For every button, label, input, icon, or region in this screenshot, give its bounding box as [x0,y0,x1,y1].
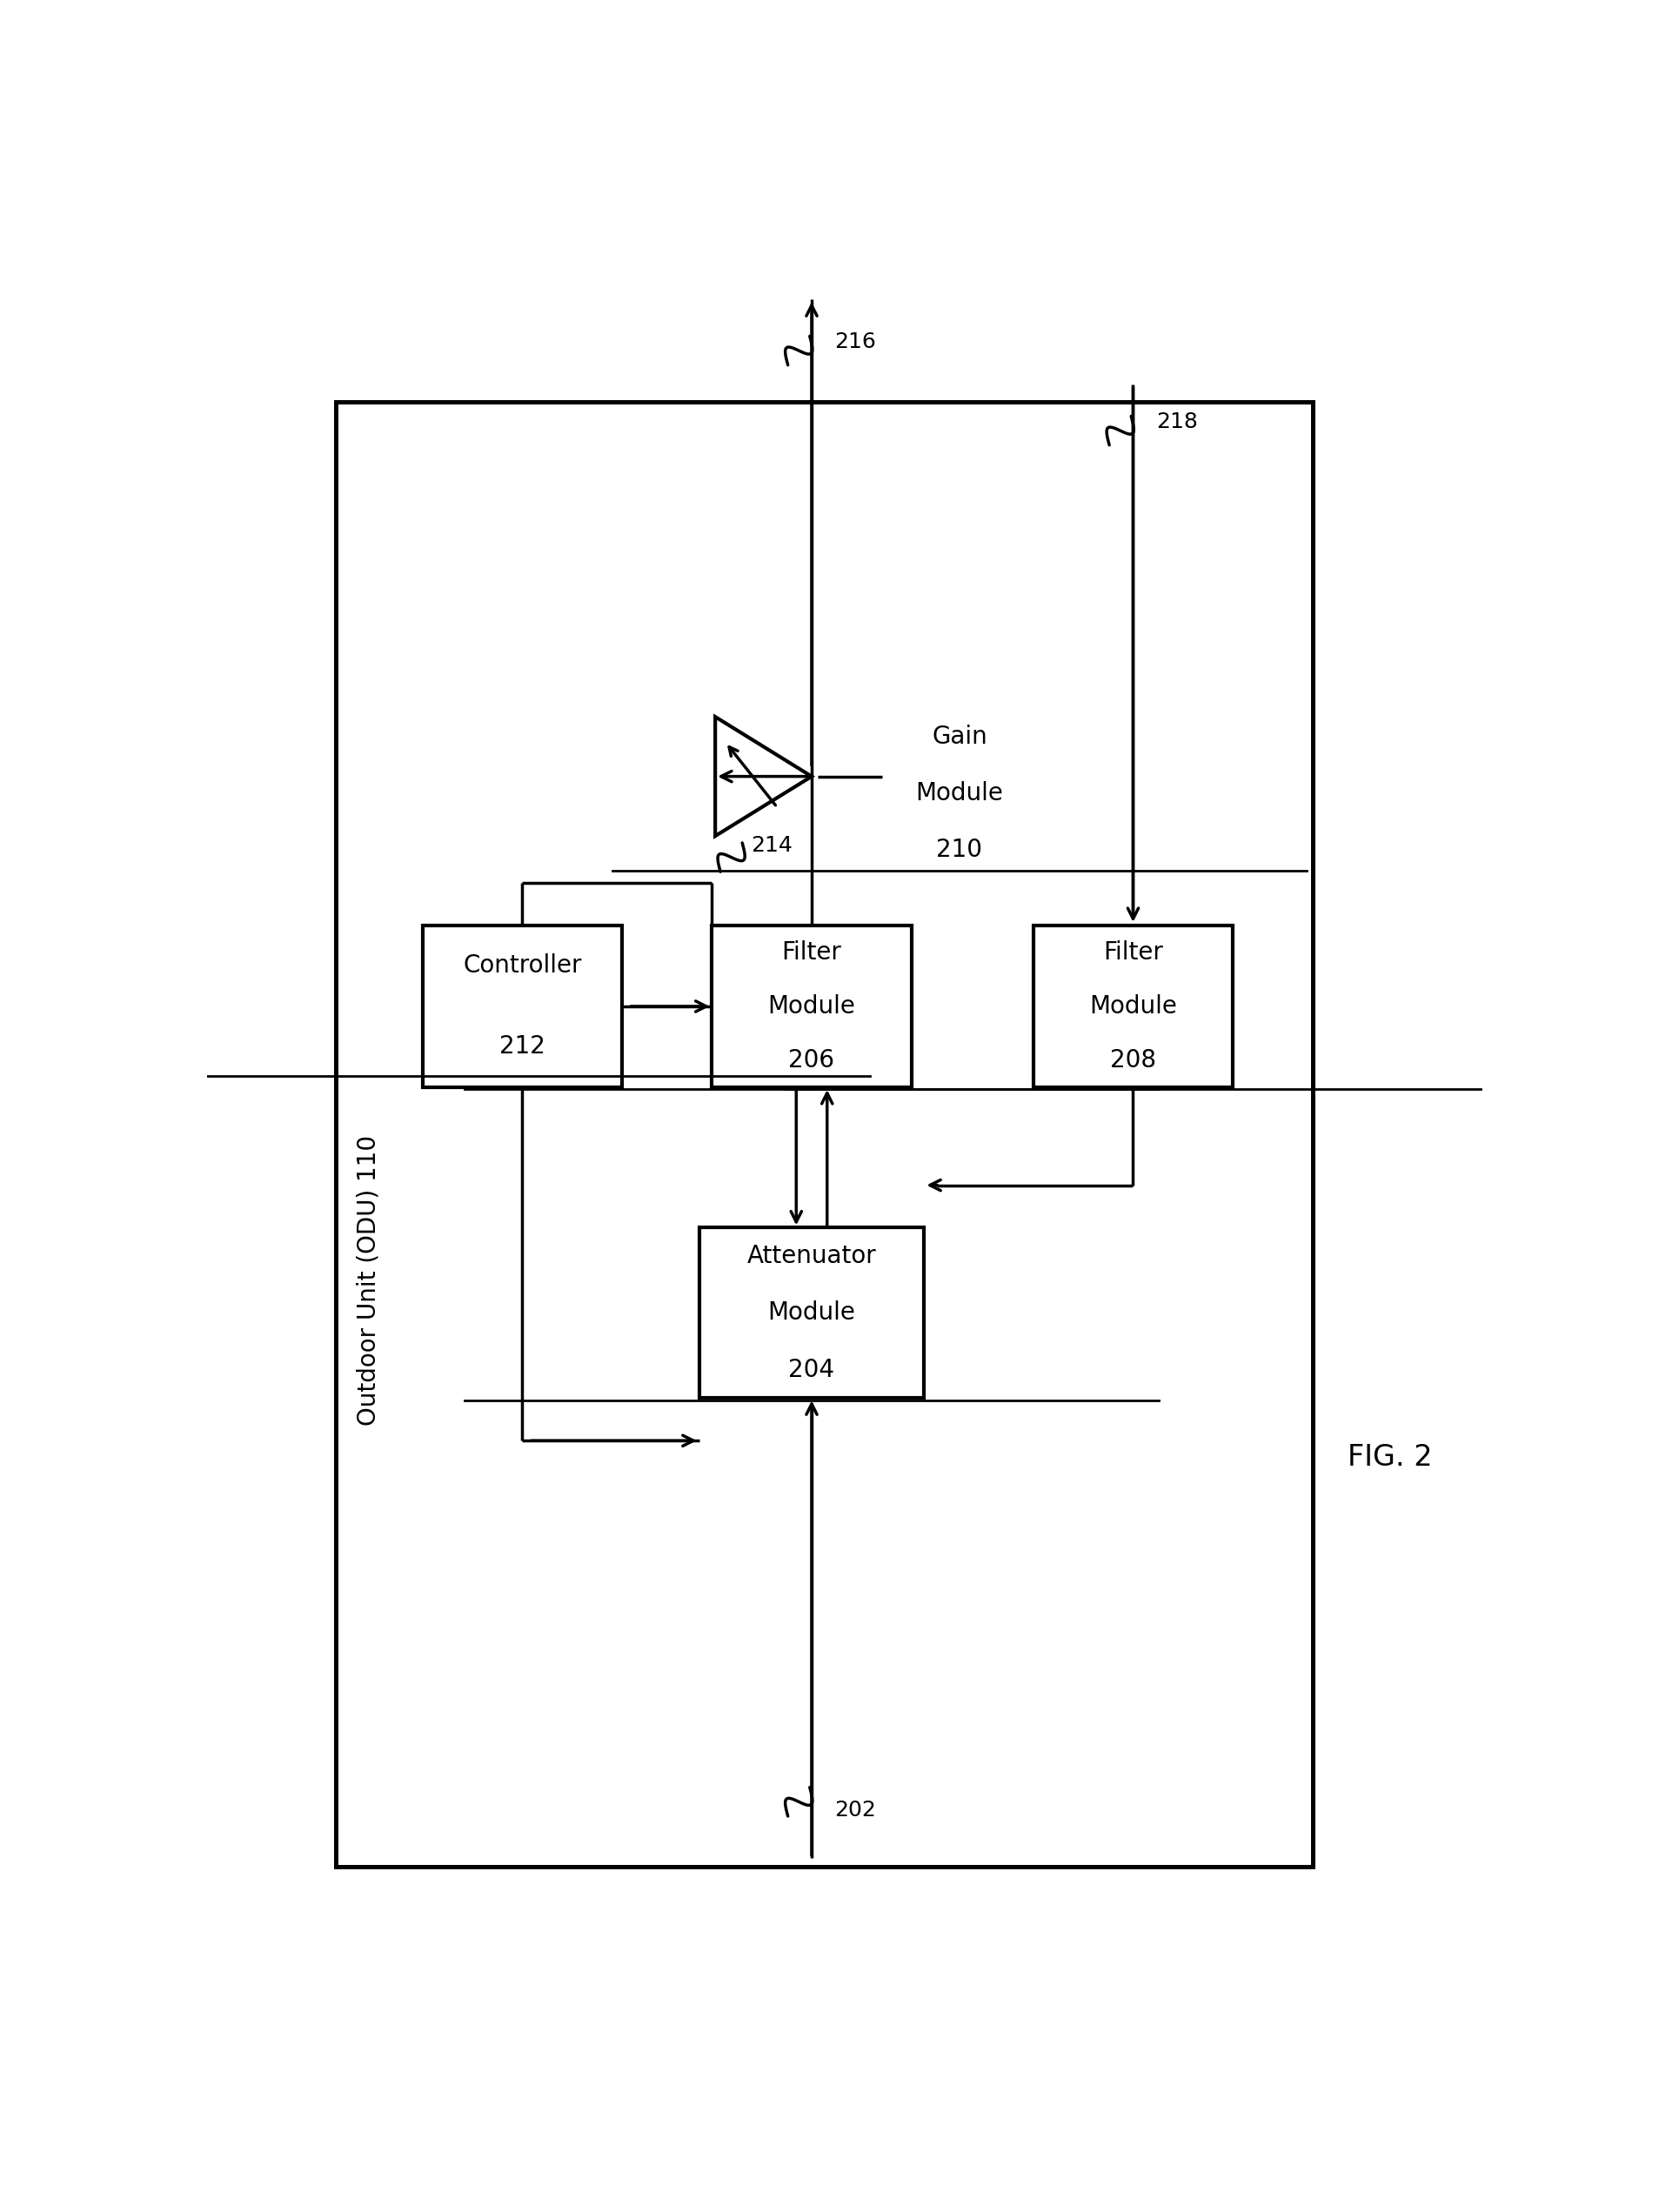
Text: Attenuator: Attenuator [747,1243,876,1267]
Text: Module: Module [768,993,856,1018]
Text: 214: 214 [750,834,793,856]
Text: 210: 210 [936,838,982,863]
Bar [1034,925,1233,1088]
Text: 208: 208 [1110,1048,1156,1073]
Text: Filter: Filter [1103,940,1163,964]
Text: 204: 204 [788,1358,834,1382]
Bar [423,925,622,1088]
Bar [698,1228,924,1398]
Text: Filter: Filter [781,940,841,964]
Text: Module: Module [768,1301,856,1325]
Text: 202: 202 [834,1801,876,1820]
Text: Controller: Controller [463,953,582,978]
Text: 212: 212 [499,1035,546,1060]
Text: Module: Module [916,781,1004,805]
Bar [335,403,1314,1867]
Text: 218: 218 [1156,411,1198,434]
Bar [712,925,911,1088]
Text: Outdoor Unit (ODU) 110: Outdoor Unit (ODU) 110 [357,1135,380,1427]
Text: Gain: Gain [932,726,987,750]
Text: FIG. 2: FIG. 2 [1347,1444,1433,1471]
Text: 206: 206 [788,1048,834,1073]
Text: 216: 216 [834,332,876,352]
Text: Module: Module [1090,993,1176,1018]
